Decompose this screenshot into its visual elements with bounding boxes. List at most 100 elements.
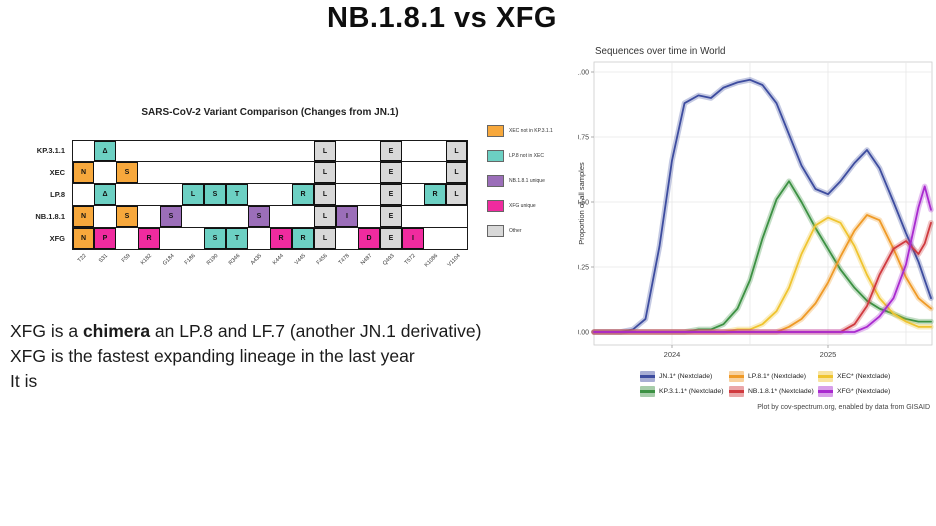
heatmap-cell — [182, 140, 204, 162]
y-tick-label: 0.75 — [578, 134, 589, 141]
heatmap-row-label: KP.3.1.1 — [36, 146, 65, 155]
heatmap-cell — [138, 162, 160, 184]
chart-legend-swatch-line — [640, 375, 655, 378]
heatmap-cell — [270, 184, 292, 206]
heatmap-x-tick-label: R190 — [205, 253, 220, 267]
body-text: XFG is a chimera an LP.8 and LF.7 (anoth… — [10, 319, 481, 394]
heatmap-cell — [182, 206, 204, 228]
heatmap-cell: L — [446, 140, 468, 162]
heatmap-row-label: XFG — [49, 234, 65, 243]
heatmap-legend-label: NB.1.8.1 unique — [509, 178, 545, 184]
heatmap-cell — [204, 162, 226, 184]
heatmap-cell: L — [182, 184, 204, 206]
heatmap-cell — [160, 162, 182, 184]
heatmap-cell: P — [94, 228, 116, 250]
chart-caption: Plot by cov-spectrum.org, enabled by dat… — [757, 404, 930, 411]
heatmap-cell — [336, 162, 358, 184]
heatmap-cell — [292, 140, 314, 162]
chart-legend-swatch — [640, 371, 655, 382]
heatmap-cell — [248, 140, 270, 162]
heatmap-cell: S — [160, 206, 182, 228]
chart-legend-label: XFG* (Nextclade) — [837, 388, 891, 395]
heatmap-cell — [248, 184, 270, 206]
heatmap-cell — [358, 162, 380, 184]
heatmap-cell: L — [446, 184, 468, 206]
heatmap-cell: E — [380, 140, 402, 162]
heatmap-cell — [358, 184, 380, 206]
heatmap-cell — [72, 184, 94, 206]
heatmap-legend-label: XEC not in KP.3.1.1 — [509, 128, 553, 134]
heatmap-cell: Δ — [94, 140, 116, 162]
heatmap-cell: N — [72, 228, 94, 250]
chart-legend-swatch — [729, 371, 744, 382]
heatmap-cell: T — [226, 228, 248, 250]
heatmap-cell — [270, 206, 292, 228]
chart-legend-row: JN.1* (Nextclade) LP.8.1* (Nextclade) XEC*… — [640, 371, 936, 382]
heatmap-cell — [402, 140, 424, 162]
y-tick-label: 0.00 — [578, 329, 589, 336]
heatmap-cell: T — [226, 184, 248, 206]
heatmap-cell — [138, 206, 160, 228]
heatmap-row-label: LP.8 — [50, 190, 65, 199]
heatmap-x-tick-label: T22 — [76, 253, 88, 264]
heatmap-cell — [424, 228, 446, 250]
heatmap-x-tick-label: F456 — [316, 253, 330, 267]
heatmap-legend-swatch — [487, 175, 504, 187]
heatmap-cell: S — [204, 228, 226, 250]
heatmap-cell: R — [292, 184, 314, 206]
chart-legend-row: KP.3.1.1* (Nextclade) NB.1.8.1* (Nextclad… — [640, 386, 936, 397]
heatmap-cell — [292, 162, 314, 184]
heatmap-xaxis-spacer — [14, 250, 72, 274]
heatmap-cell — [72, 140, 94, 162]
heatmap-cell: I — [402, 228, 424, 250]
heatmap-x-tick-label: R346 — [227, 253, 242, 267]
chart-legend-label: XEC* (Nextclade) — [837, 373, 891, 380]
heatmap-cell — [160, 228, 182, 250]
heatmap-cell — [446, 206, 468, 228]
heatmap-cell: E — [380, 162, 402, 184]
chart-legend-item: XEC* (Nextclade) — [818, 371, 907, 382]
heatmap-legend-swatch — [487, 225, 504, 237]
series-line-JN.1* (Nextclade) — [593, 78, 932, 333]
heatmap-cell — [226, 140, 248, 162]
body-text-line: It is — [10, 371, 38, 391]
heatmap-cell — [204, 206, 226, 228]
heatmap-cell — [446, 228, 468, 250]
chart-legend-item: JN.1* (Nextclade) — [640, 371, 729, 382]
heatmap-cell: I — [336, 206, 358, 228]
heatmap-x-tick-label: K182 — [139, 253, 154, 267]
body-text-line: XFG is the fastest expanding lineage in … — [10, 346, 415, 366]
heatmap-cell — [424, 140, 446, 162]
y-tick-label: 0.25 — [578, 264, 589, 271]
heatmap-cell — [160, 184, 182, 206]
chart-legend-swatch-line — [818, 375, 833, 378]
heatmap-cell: E — [380, 228, 402, 250]
heatmap-cell: N — [72, 206, 94, 228]
heatmap-cell — [358, 140, 380, 162]
chart-legend-item: NB.1.8.1* (Nextclade) — [729, 386, 818, 397]
heatmap-x-tick-label: N487 — [359, 253, 374, 267]
heatmap-cell — [116, 140, 138, 162]
heatmap-legend-item: Other — [487, 225, 553, 237]
heatmap-row-label: NB.1.8.1 — [35, 212, 65, 221]
heatmap-cell: L — [314, 140, 336, 162]
chart-title: Sequences over time in World — [595, 46, 726, 57]
heatmap-cell — [116, 184, 138, 206]
heatmap-cell: S — [248, 206, 270, 228]
heatmap-x-tick-label: T572 — [404, 253, 418, 267]
heatmap-cell: L — [314, 228, 336, 250]
chart-legend-label: KP.3.1.1* (Nextclade) — [659, 388, 724, 395]
heatmap-cell — [138, 184, 160, 206]
heatmap-cell — [160, 140, 182, 162]
heatmap-legend-item: XFG unique — [487, 200, 553, 212]
heatmap-x-tick-label: F59 — [120, 253, 132, 264]
heatmap-cell — [248, 228, 270, 250]
heatmap-cell: S — [116, 162, 138, 184]
heatmap-cell: R — [424, 184, 446, 206]
variant-heatmap-grid: KP.3.1.1 Δ L E L XEC N S L E L LP.8 Δ L S T R L E R L NB.1.8.… — [14, 140, 468, 274]
chart-legend-swatch — [818, 386, 833, 397]
chart-legend-label: NB.1.8.1* (Nextclade) — [748, 388, 814, 395]
body-text-line: XFG is a chimera an LP.8 and LF.7 (anoth… — [10, 321, 482, 341]
heatmap-cell — [270, 162, 292, 184]
